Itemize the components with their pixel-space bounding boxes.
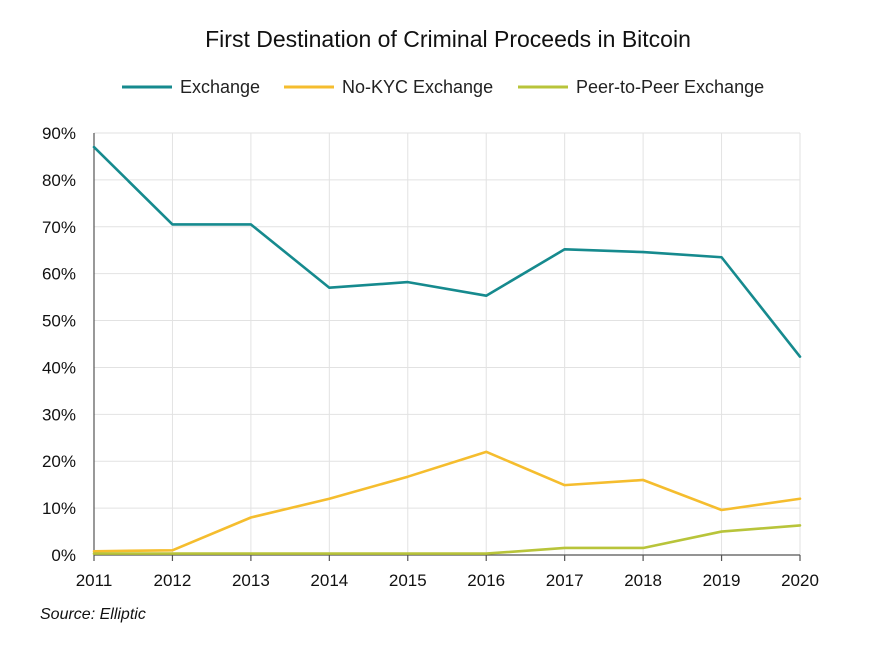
y-tick-label: 70% xyxy=(42,218,76,237)
x-tick-label: 2018 xyxy=(624,571,662,590)
y-tick-label: 90% xyxy=(42,124,76,143)
series-line-peer-to-peer-exchange xyxy=(92,524,802,555)
series-line-no-kyc-exchange xyxy=(92,450,802,553)
y-tick-label: 80% xyxy=(42,171,76,190)
x-tick-label: 2014 xyxy=(310,571,348,590)
x-tick-label: 2020 xyxy=(781,571,819,590)
y-tick-label: 0% xyxy=(51,546,76,565)
source-note: Source: Elliptic xyxy=(40,606,146,623)
y-tick-label: 10% xyxy=(42,499,76,518)
legend: Exchange No-KYC Exchange Peer-to-Peer Exch… xyxy=(122,77,764,97)
series-group xyxy=(92,145,802,555)
x-tick-label: 2016 xyxy=(467,571,505,590)
x-tick-label: 2019 xyxy=(703,571,741,590)
legend-label-no-kyc-exchange: No-KYC Exchange xyxy=(342,77,493,97)
y-tick-label: 50% xyxy=(42,312,76,331)
gridlines xyxy=(94,132,801,555)
x-tick-label: 2015 xyxy=(389,571,427,590)
x-tick-label: 2017 xyxy=(546,571,584,590)
y-tick-label: 30% xyxy=(42,405,76,424)
legend-label-exchange: Exchange xyxy=(180,77,260,97)
y-tick-label: 60% xyxy=(42,265,76,284)
x-axis: 2011 2012 2013 2014 2015 2016 2017 2018 2019 2020 xyxy=(76,133,819,590)
x-tick-label: 2013 xyxy=(232,571,270,590)
y-tick-label: 40% xyxy=(42,358,76,377)
y-tick-label: 20% xyxy=(42,452,76,471)
chart-title: First Destination of Criminal Proceeds i… xyxy=(205,26,691,52)
legend-label-peer-to-peer-exchange: Peer-to-Peer Exchange xyxy=(576,77,764,97)
series-line-exchange xyxy=(92,145,802,358)
x-tick-label: 2011 xyxy=(76,571,113,590)
y-axis: 0% 10% 20% 30% 40% 50% 60% 70% 80% 90% xyxy=(42,124,76,565)
x-tick-label: 2012 xyxy=(154,571,192,590)
